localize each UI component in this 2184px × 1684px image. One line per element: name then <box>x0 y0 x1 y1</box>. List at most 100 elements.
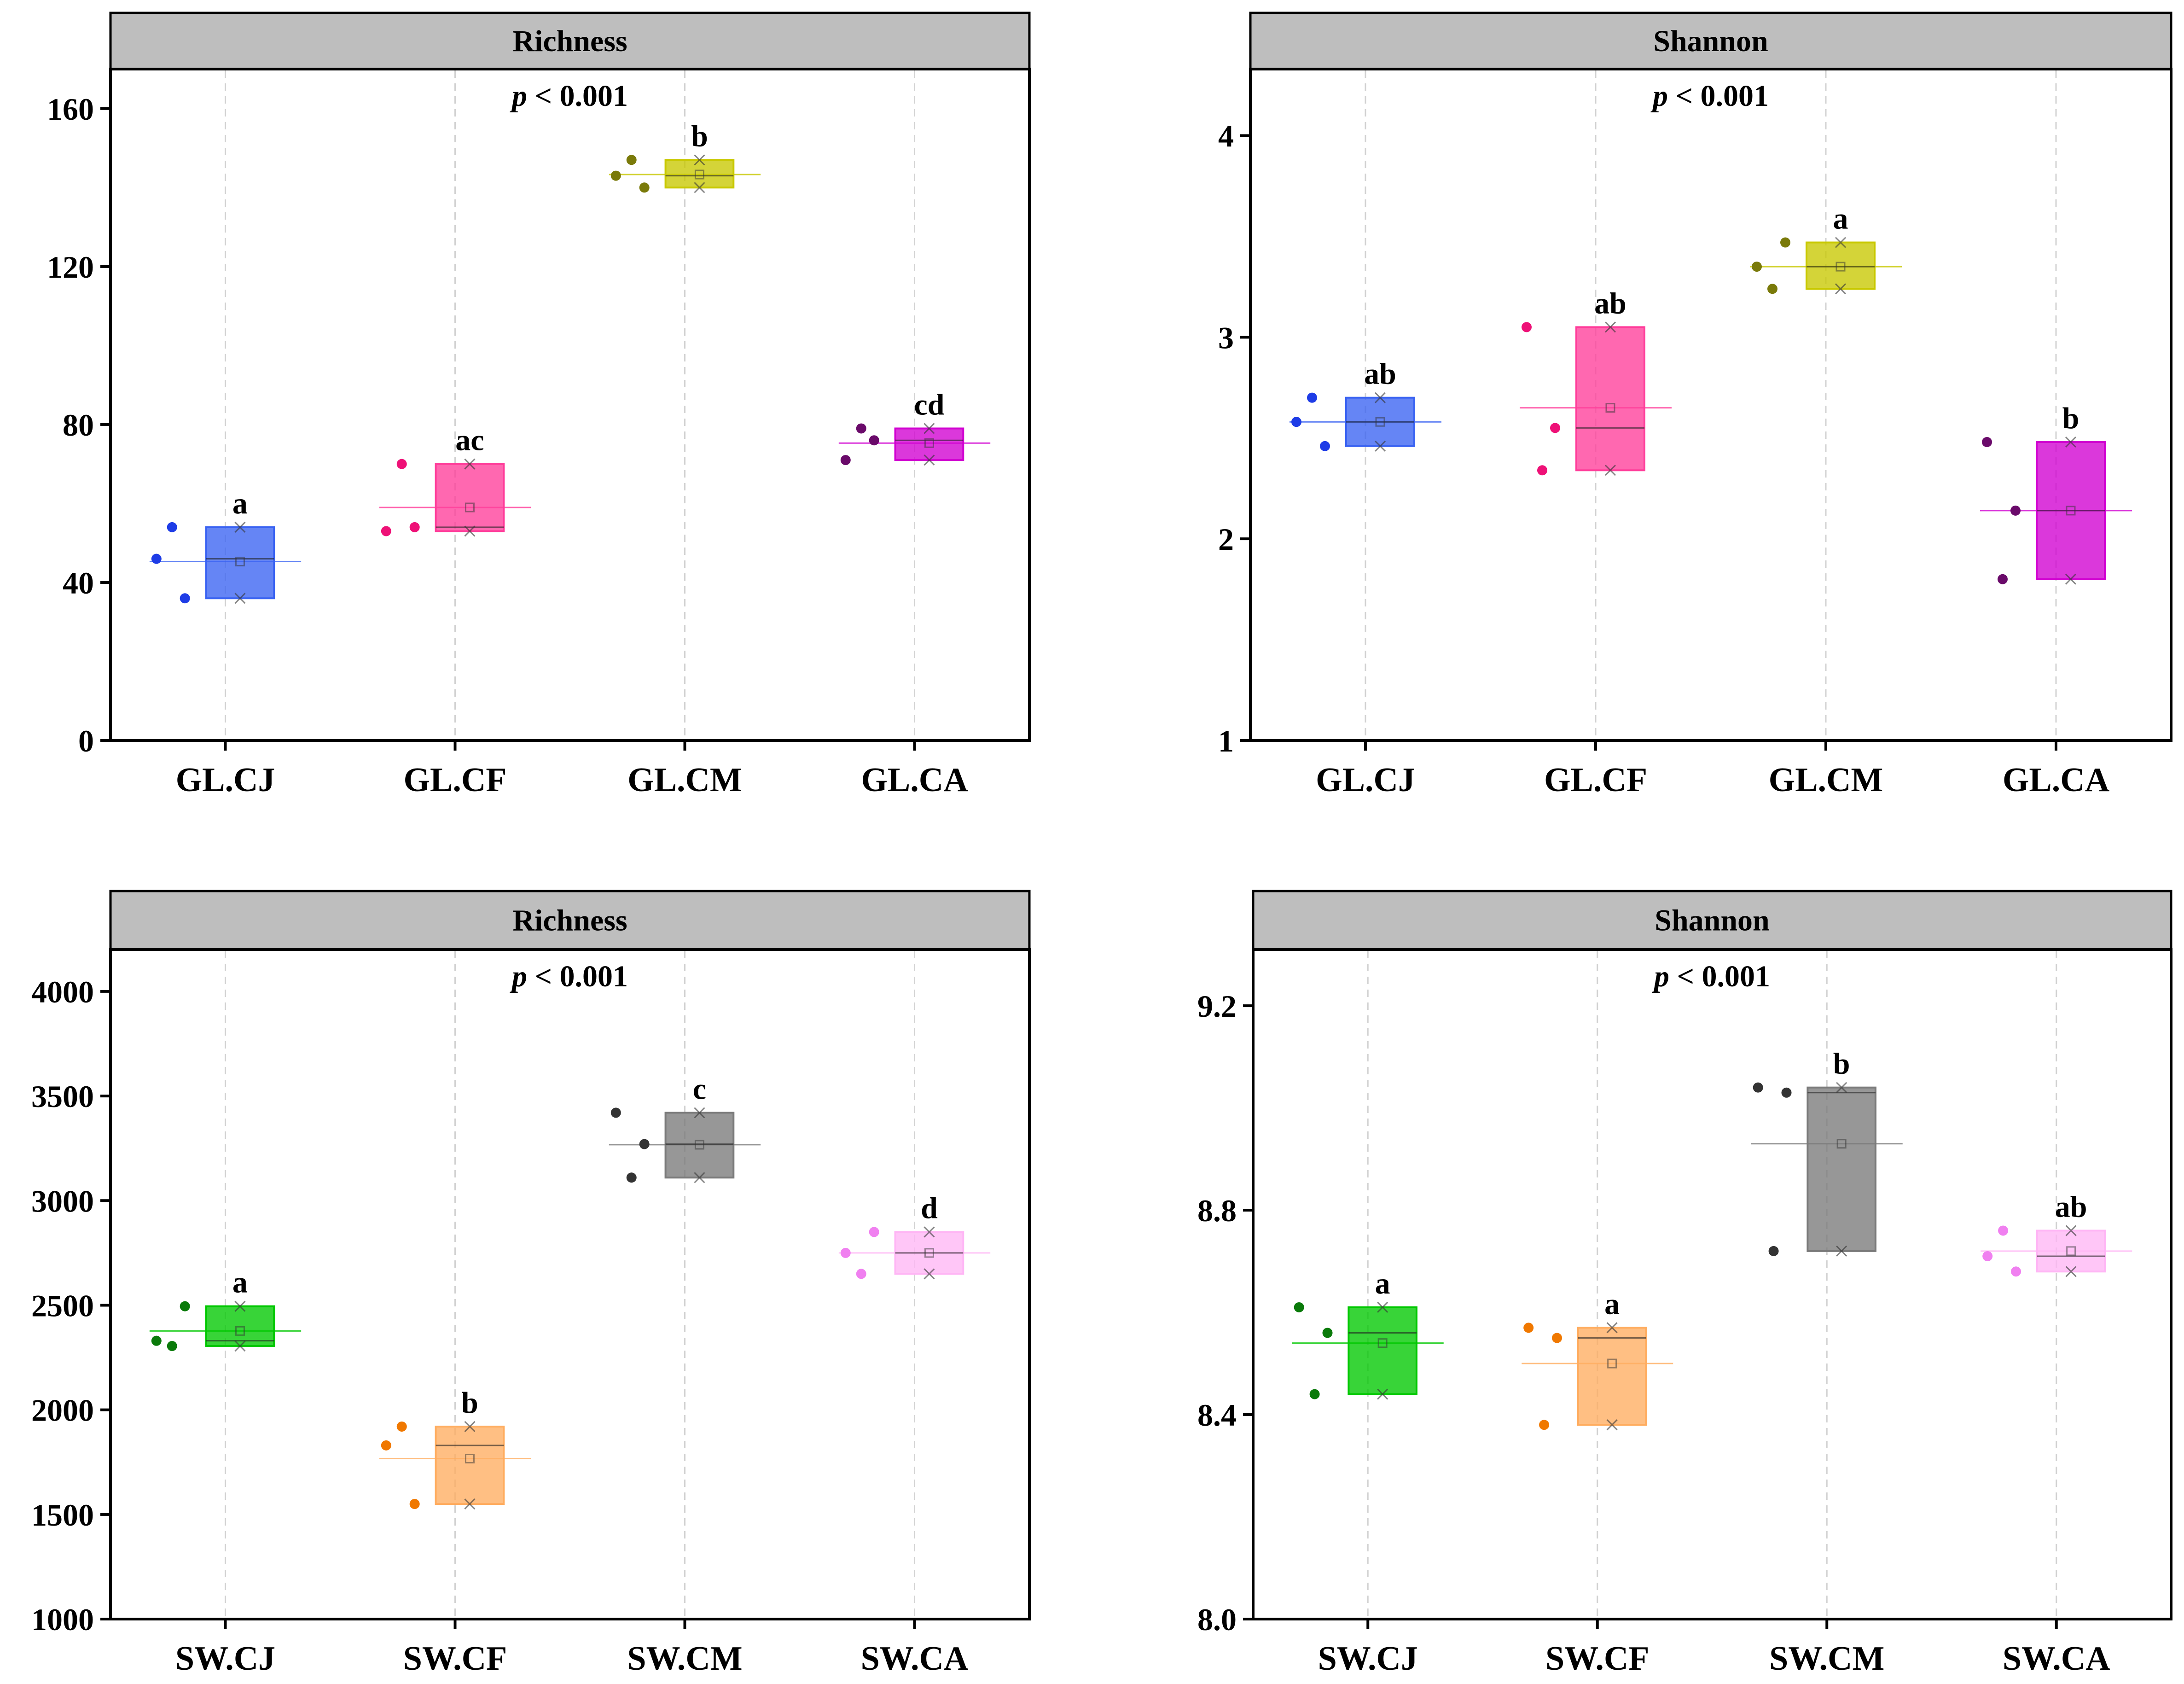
mean-marker <box>235 556 245 566</box>
mean-marker <box>1377 1338 1388 1348</box>
data-point <box>626 1172 637 1183</box>
data-point <box>1320 441 1330 451</box>
data-point <box>1552 1333 1562 1343</box>
data-point <box>610 170 621 181</box>
x-tick-label-GL.CF: GL.CF <box>403 761 506 799</box>
y-tick-label: 80 <box>63 408 94 443</box>
max-marker <box>2065 436 2077 448</box>
significance-letter: b <box>691 119 708 153</box>
box <box>1348 1306 1417 1395</box>
box <box>1577 1327 1647 1426</box>
panel-header <box>109 12 1031 70</box>
group-SW.CA: d <box>838 1191 991 1280</box>
group-GL.CM: a <box>1750 202 1902 295</box>
panel-title: Shannon <box>1655 904 1770 938</box>
min-marker <box>1374 440 1386 452</box>
min-marker <box>2065 573 2077 585</box>
data-point <box>1768 1246 1779 1256</box>
mean-marker <box>924 438 934 448</box>
mean-marker <box>2066 506 2076 516</box>
data-point <box>1537 465 1547 476</box>
data-point <box>396 1421 407 1432</box>
group-GL.CF: ac <box>379 424 531 537</box>
mean-marker <box>694 1140 704 1150</box>
data-point <box>396 459 407 469</box>
mean-marker <box>465 502 475 513</box>
data-point <box>1291 417 1301 427</box>
mean-marker <box>1605 403 1615 413</box>
y-tick-label: 2500 <box>31 1288 94 1323</box>
y-tick-label: 3500 <box>31 1079 94 1114</box>
significance-letter: ab <box>2055 1190 2087 1224</box>
panel-title: Shannon <box>1653 24 1768 58</box>
y-tick-label: 4 <box>1218 118 1234 153</box>
y-tick-label: 8.8 <box>1197 1193 1237 1228</box>
min-marker <box>694 1172 705 1183</box>
group-SW.CM: c <box>609 1072 761 1183</box>
data-point <box>151 1335 162 1346</box>
box <box>664 159 735 189</box>
x-tick-label-SW.CF: SW.CF <box>1545 1640 1650 1678</box>
plot-area <box>1252 948 2172 1620</box>
x-tick-label-SW.CM: SW.CM <box>1769 1640 1884 1678</box>
significance-letter: a <box>1375 1267 1390 1300</box>
data-point <box>1998 574 2008 584</box>
mean-marker <box>694 169 704 180</box>
x-tick-label-SW.CM: SW.CM <box>627 1640 742 1678</box>
significance-letter: b <box>461 1386 478 1420</box>
panel-title: Richness <box>512 904 627 938</box>
box <box>1575 326 1645 472</box>
significance-letter: a <box>1833 202 1848 236</box>
data-point <box>409 1499 420 1509</box>
mean-marker <box>235 1326 245 1336</box>
chart-panel-3: Richness 1000 1500 2000 2500 3000 3500 4000 SW.C… <box>31 890 1031 1678</box>
min-marker <box>1836 1245 1847 1257</box>
x-tick-label-GL.CM: GL.CM <box>1769 761 1883 799</box>
x-tick-label-SW.CA: SW.CA <box>861 1640 969 1678</box>
data-point <box>610 1107 621 1118</box>
y-tick-label: 3000 <box>31 1183 94 1218</box>
p-value-label: p < 0.001 <box>1650 79 1769 113</box>
significance-letter: a <box>232 1266 248 1299</box>
data-point <box>639 182 650 193</box>
data-point <box>856 423 866 434</box>
group-SW.CJ: a <box>1292 1267 1444 1400</box>
data-point <box>840 1247 851 1258</box>
box <box>205 526 275 600</box>
min-marker <box>1377 1388 1388 1400</box>
chart-panel-1: Richness 0 40 80 120 160 GL.CJ GL.CF GL.CM GL.CA p… <box>47 12 1031 799</box>
box <box>894 427 964 461</box>
max-marker <box>1604 321 1616 333</box>
y-tick-label: 4000 <box>31 974 94 1009</box>
x-tick-label-SW.CA: SW.CA <box>2003 1640 2110 1678</box>
significance-letter: b <box>2062 402 2079 435</box>
data-point <box>1322 1328 1333 1338</box>
data-point <box>1294 1302 1304 1312</box>
x-tick-label-GL.CA: GL.CA <box>2003 761 2109 799</box>
group-GL.CA: cd <box>838 388 991 466</box>
y-tick-label: 8.0 <box>1197 1602 1237 1637</box>
max-marker <box>1835 237 1847 248</box>
y-tick-label: 2000 <box>31 1393 94 1428</box>
data-point <box>1753 1082 1763 1093</box>
data-point <box>381 526 391 536</box>
data-point <box>167 522 177 532</box>
x-tick-label-GL.CM: GL.CM <box>627 761 742 799</box>
mean-marker <box>1375 417 1385 427</box>
max-marker <box>464 1421 476 1433</box>
data-point <box>1982 1251 1993 1261</box>
box <box>2036 1229 2106 1273</box>
significance-letter: a <box>232 487 248 520</box>
data-point <box>151 554 162 564</box>
x-tick-label-SW.CJ: SW.CJ <box>1318 1640 1418 1678</box>
data-point <box>1309 1389 1320 1399</box>
box <box>1806 1086 1876 1252</box>
data-point <box>626 155 637 165</box>
box <box>1806 241 1876 290</box>
x-tick-label-SW.CF: SW.CF <box>403 1640 507 1678</box>
max-marker <box>234 521 246 533</box>
data-point <box>856 1269 866 1279</box>
data-point <box>167 1341 177 1352</box>
group-SW.CA: ab <box>1981 1190 2132 1277</box>
p-value-label: p < 0.001 <box>510 79 628 113</box>
